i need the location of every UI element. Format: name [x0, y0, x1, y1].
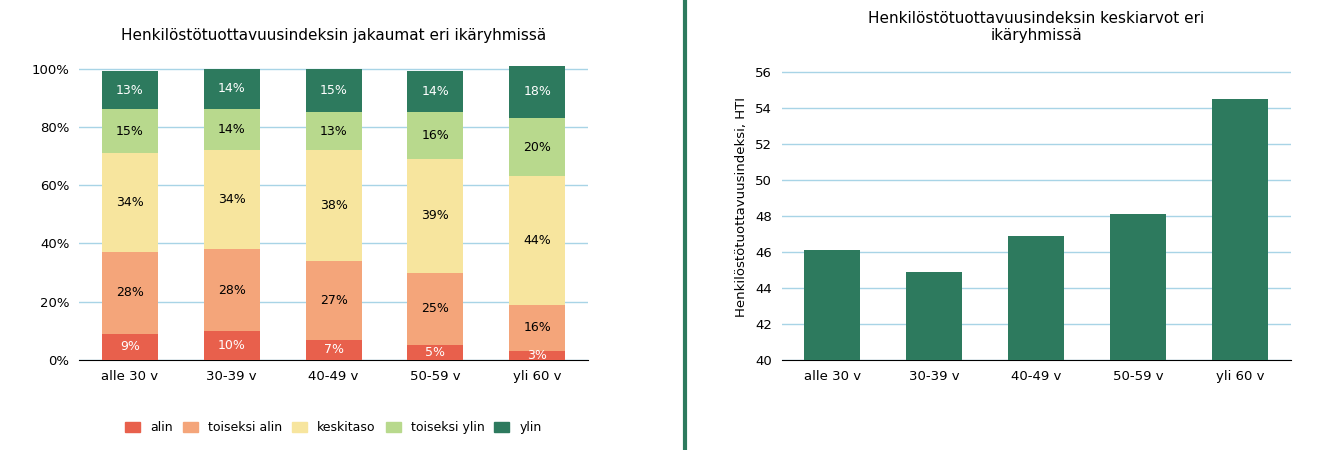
Text: 13%: 13%: [116, 84, 144, 97]
Text: 34%: 34%: [217, 193, 246, 206]
Bar: [510, 305, 565, 351]
Text: 44%: 44%: [523, 234, 551, 247]
Bar: [407, 112, 464, 159]
Text: 13%: 13%: [320, 125, 348, 138]
Text: 15%: 15%: [320, 84, 348, 97]
Bar: [906, 272, 963, 360]
Bar: [204, 249, 259, 331]
Text: 14%: 14%: [421, 86, 449, 99]
Text: 27%: 27%: [320, 294, 348, 307]
Bar: [1110, 214, 1166, 360]
Text: 20%: 20%: [523, 141, 551, 154]
Bar: [101, 252, 158, 334]
Bar: [407, 346, 464, 360]
Bar: [510, 66, 565, 118]
Bar: [101, 72, 158, 109]
Bar: [204, 109, 259, 150]
Bar: [204, 68, 259, 109]
Text: 10%: 10%: [217, 339, 246, 352]
Bar: [204, 150, 259, 249]
Bar: [101, 334, 158, 360]
Title: Henkilöstötuottavuusindeksin jakaumat eri ikäryhmissä: Henkilöstötuottavuusindeksin jakaumat er…: [121, 28, 547, 43]
Bar: [306, 68, 362, 112]
Bar: [204, 331, 259, 360]
Text: 15%: 15%: [116, 125, 144, 138]
Text: 14%: 14%: [217, 82, 246, 95]
Bar: [101, 109, 158, 153]
Text: 28%: 28%: [217, 284, 246, 297]
Bar: [101, 153, 158, 252]
Bar: [306, 340, 362, 360]
Bar: [510, 351, 565, 360]
Bar: [306, 261, 362, 340]
Text: 16%: 16%: [421, 129, 449, 142]
Bar: [1212, 99, 1268, 360]
Bar: [1008, 236, 1064, 360]
Text: 18%: 18%: [523, 86, 551, 99]
Bar: [306, 112, 362, 150]
Bar: [407, 159, 464, 273]
Text: 25%: 25%: [421, 302, 449, 315]
Bar: [407, 273, 464, 346]
Legend: alin, toiseksi alin, keskitaso, toiseksi ylin, ylin: alin, toiseksi alin, keskitaso, toiseksi…: [120, 416, 547, 440]
Text: 39%: 39%: [421, 209, 449, 222]
Text: 34%: 34%: [116, 196, 144, 209]
Text: 16%: 16%: [523, 321, 551, 334]
Text: 28%: 28%: [116, 287, 144, 299]
Text: 7%: 7%: [324, 343, 344, 356]
Bar: [510, 118, 565, 176]
Text: 5%: 5%: [425, 346, 445, 359]
Bar: [805, 250, 860, 360]
Text: 14%: 14%: [217, 123, 246, 136]
Text: 38%: 38%: [320, 199, 348, 212]
Title: Henkilöstötuottavuusindeksin keskiarvot eri
ikäryhmissä: Henkilöstötuottavuusindeksin keskiarvot …: [868, 11, 1204, 43]
Bar: [407, 72, 464, 112]
Text: 9%: 9%: [120, 340, 140, 353]
Text: 3%: 3%: [527, 349, 547, 362]
Bar: [306, 150, 362, 261]
Y-axis label: Henkilöstötuottavuusindeksi, HTI: Henkilöstötuottavuusindeksi, HTI: [735, 97, 748, 317]
Bar: [510, 176, 565, 305]
